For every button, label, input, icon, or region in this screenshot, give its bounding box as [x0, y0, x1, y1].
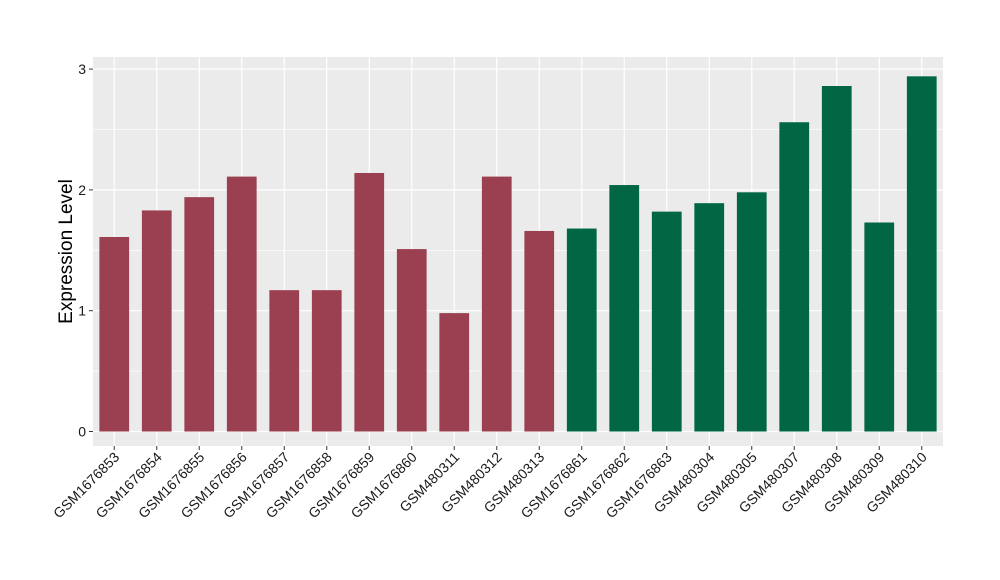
- bar-GSM1676857: [269, 290, 300, 432]
- bars: [99, 76, 937, 432]
- bar-GSM1676862: [609, 185, 640, 432]
- bar-GSM480307: [779, 122, 810, 432]
- plot-panel: [93, 57, 943, 446]
- bar-GSM480313: [524, 230, 555, 432]
- bar-GSM480312: [481, 176, 512, 432]
- y-axis-title: Expression Level: [56, 179, 77, 324]
- bar-GSM1676855: [184, 197, 215, 432]
- x-axis: GSM1676853GSM1676854GSM1676855GSM1676856…: [50, 446, 930, 521]
- y-tick-label: 2: [78, 182, 86, 198]
- y-axis: 0 1 2 3: [78, 61, 93, 440]
- bar-GSM1676853: [99, 237, 130, 432]
- bar-GSM1676858: [311, 290, 342, 432]
- bar-GSM1676863: [651, 211, 682, 432]
- bar-GSM480305: [736, 192, 767, 432]
- bar-GSM480308: [821, 85, 852, 432]
- bar-GSM480310: [906, 76, 937, 432]
- bar-GSM480309: [864, 222, 895, 432]
- bar-GSM1676856: [226, 176, 257, 432]
- bar-GSM1676861: [566, 228, 597, 432]
- bar-GSM480304: [694, 203, 725, 432]
- bar-GSM1676860: [396, 249, 427, 432]
- bar-GSM480311: [439, 313, 470, 432]
- bar-GSM1676854: [141, 210, 172, 432]
- bar-GSM1676859: [354, 172, 385, 432]
- y-tick-label: 0: [78, 424, 86, 440]
- y-tick-label: 1: [78, 303, 86, 319]
- y-tick-label: 3: [78, 61, 86, 77]
